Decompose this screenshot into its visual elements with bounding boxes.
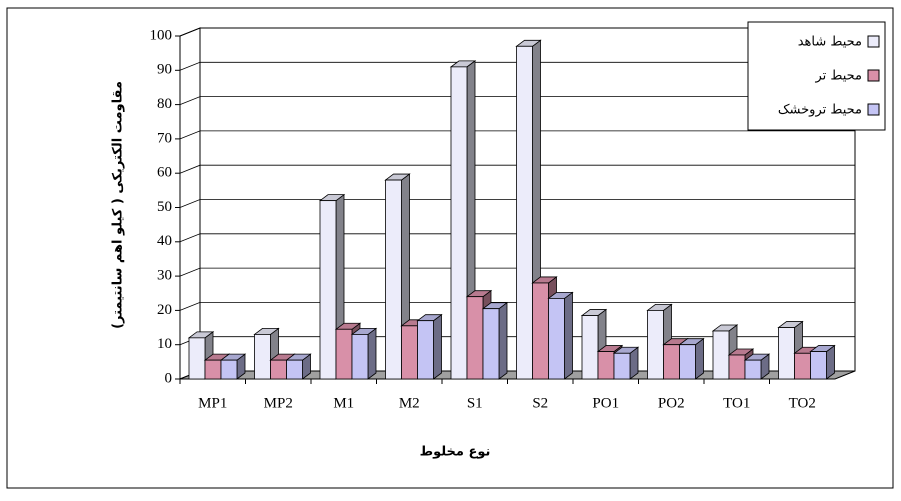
legend-label: محیط تروخشک [778, 103, 862, 118]
y-tick-label: 20 [157, 302, 172, 318]
bar-side [695, 337, 704, 380]
x-tick-label: M2 [399, 395, 420, 411]
grid-line [179, 164, 855, 174]
x-tick-label: S2 [532, 395, 548, 411]
y-tick-label: 10 [157, 336, 172, 352]
bar-side [564, 291, 573, 380]
grid-line [179, 267, 855, 277]
legend-label: محیط شاهد [798, 35, 862, 50]
bar [220, 359, 238, 380]
x-tick-label: TO1 [723, 395, 750, 411]
grid-line [179, 61, 855, 71]
x-tick-label: S1 [467, 395, 483, 411]
grid-line [179, 130, 855, 140]
legend-box [747, 21, 886, 131]
bar [532, 282, 549, 380]
bar-side [367, 327, 377, 380]
x-axis-label: نوع مخلوط [420, 445, 491, 460]
grid-line [179, 199, 855, 208]
y-tick-label: 60 [157, 165, 172, 181]
bar-side [498, 301, 508, 380]
x-tick-label: MP1 [198, 395, 227, 411]
bar [204, 359, 222, 380]
bar [385, 179, 402, 380]
bar [728, 354, 746, 380]
y-tick-label: 70 [157, 130, 172, 146]
bar [744, 359, 762, 380]
x-tick-label: MP2 [264, 395, 293, 411]
x-tick-label: M1 [333, 395, 354, 411]
legend-swatch [867, 103, 880, 116]
bar [270, 359, 287, 380]
y-tick-label: 50 [157, 199, 172, 215]
bar [450, 66, 468, 380]
legend-label: محیط تر [814, 69, 862, 84]
y-tick-label: 80 [157, 96, 172, 112]
bar [417, 320, 434, 380]
grid-line [179, 96, 855, 105]
bar [188, 337, 206, 380]
bar [613, 352, 631, 380]
bar [778, 327, 795, 380]
bar [712, 330, 730, 380]
bar [335, 328, 353, 380]
bar [254, 334, 271, 380]
bar [647, 309, 664, 380]
y-tick-label: 0 [165, 370, 173, 386]
y-tick-label: 30 [157, 268, 172, 284]
y-axis-label: مقاومت الکتریکی ( کیلو اهم سانتیمتر) [111, 81, 126, 329]
bar [794, 352, 811, 380]
bar [663, 344, 680, 380]
bar [597, 351, 615, 380]
grid-line [179, 301, 855, 311]
bar [286, 359, 303, 380]
grid-line [179, 233, 855, 243]
bar [466, 296, 484, 380]
bar [401, 325, 418, 380]
y-tick-label: 90 [157, 62, 172, 78]
bar [319, 200, 337, 380]
bar [516, 45, 533, 380]
bar [482, 308, 500, 380]
x-tick-label: PO2 [658, 395, 685, 411]
bar-side [433, 313, 442, 380]
bar [810, 351, 827, 380]
bar [581, 315, 599, 380]
bar [351, 334, 369, 380]
y-tick-label: 100 [150, 27, 173, 43]
legend-swatch [867, 35, 880, 48]
x-tick-label: TO2 [789, 395, 816, 411]
bar [679, 344, 696, 380]
bar [548, 297, 565, 380]
x-tick-label: PO1 [592, 395, 619, 411]
grid-line [179, 27, 855, 37]
y-tick-label: 40 [157, 233, 172, 249]
legend-swatch [867, 69, 880, 82]
